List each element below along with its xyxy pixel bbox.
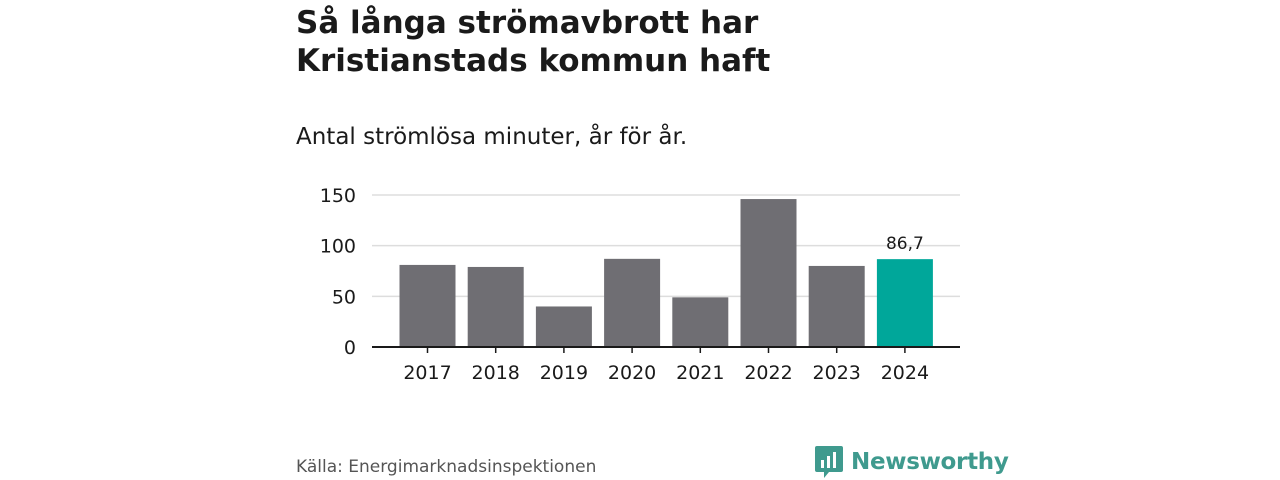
chart-subtitle: Antal strömlösa minuter, år för år. [296,124,688,150]
y-tick-label-150: 150 [320,185,356,207]
x-tick-label-2022: 2022 [744,362,792,384]
x-tick-label-2021: 2021 [676,362,724,384]
bar-2022 [740,199,797,347]
y-tick-label-50: 50 [332,286,356,308]
x-tick-label-2020: 2020 [608,362,656,384]
bar-2023 [808,265,865,347]
x-tick-label-2017: 2017 [403,362,451,384]
bar-chart-speech-icon [815,446,843,478]
brand-logo: Newsworthy [815,446,1009,478]
x-tick-label-2018: 2018 [472,362,520,384]
data-label-2024: 86,7 [886,234,924,254]
bar-2021 [672,297,729,347]
chart-title: Så långa strömavbrott har Kristianstads … [296,5,771,79]
y-tick-label-0: 0 [344,337,356,359]
x-tick-label-2024: 2024 [881,362,929,384]
brand-name: Newsworthy [851,449,1009,475]
y-axis-ticks: 0 50 100 150 [320,185,356,359]
source-note: Källa: Energimarknadsinspektionen [296,457,597,477]
bar-2019 [535,306,592,347]
y-tick-label-100: 100 [320,236,356,258]
data-labels: 86,7 [886,234,924,254]
bar-2020 [604,258,661,347]
gridlines [372,194,960,298]
bar-2017 [399,264,456,347]
x-axis-ticks: 2017 2018 2019 2020 2021 2022 2023 2024 [372,346,960,384]
x-tick-label-2019: 2019 [540,362,588,384]
bar-2018 [467,266,524,347]
x-tick-label-2023: 2023 [813,362,861,384]
bar-2024 [876,259,933,347]
bars [399,199,933,347]
